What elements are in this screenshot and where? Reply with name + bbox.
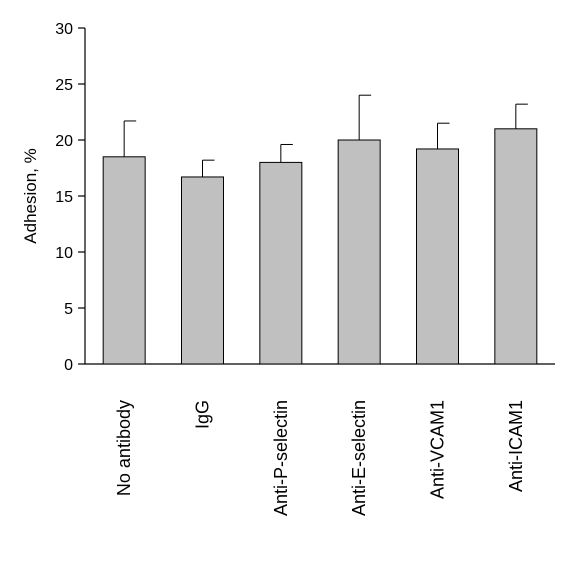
y-ticks: 0 5 10 15 20 25 30 bbox=[55, 21, 85, 374]
bar bbox=[416, 148, 459, 365]
category-label: IgG bbox=[193, 400, 213, 429]
category-label: Anti-P-selectin bbox=[271, 400, 291, 516]
category-labels: No antibody IgG Anti-P-selectin Anti-E-sele… bbox=[114, 400, 526, 516]
error-bars bbox=[123, 94, 528, 177]
category-label: Anti-VCAM1 bbox=[428, 400, 448, 499]
category-label: No antibody bbox=[114, 400, 134, 496]
category-label: Anti-E-selectin bbox=[349, 400, 369, 516]
y-tick-label: 30 bbox=[55, 21, 73, 38]
y-tick-label: 25 bbox=[55, 77, 73, 94]
y-tick-label: 20 bbox=[55, 133, 73, 150]
axes bbox=[84, 28, 555, 365]
bar bbox=[337, 139, 381, 365]
bar bbox=[259, 161, 303, 365]
bar bbox=[102, 156, 146, 365]
bar bbox=[181, 176, 224, 365]
category-label: Anti-ICAM1 bbox=[506, 400, 526, 492]
y-tick-label: 5 bbox=[64, 301, 73, 318]
bars bbox=[102, 128, 538, 365]
y-tick-label: 10 bbox=[55, 245, 73, 262]
y-tick-label: 15 bbox=[55, 189, 73, 206]
bar bbox=[494, 128, 538, 365]
y-axis-title: Adhesion, % bbox=[21, 148, 40, 243]
y-tick-label: 0 bbox=[64, 357, 73, 374]
